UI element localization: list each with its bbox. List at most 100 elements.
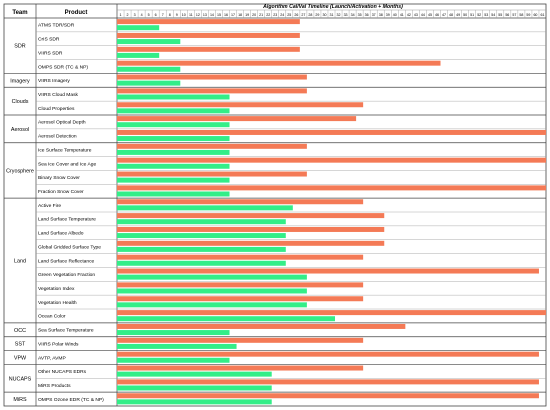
product-label: Land Surface Albedo <box>38 231 84 237</box>
bar-green <box>117 233 286 239</box>
bar-green <box>117 385 272 391</box>
x-tick-label: 11 <box>189 13 193 17</box>
product-label: VIIRS SDR <box>38 50 63 56</box>
x-tick-label: 39 <box>386 13 390 17</box>
product-label: Sea Surface Temperature <box>38 328 94 334</box>
x-tick-label: 17 <box>231 13 235 17</box>
product-label: Ocean Color <box>38 314 66 320</box>
bar-orange <box>117 32 300 38</box>
x-tick-label: 59 <box>526 13 530 17</box>
team-label: Aerosol <box>11 127 29 133</box>
x-tick-label: 8 <box>169 13 171 17</box>
x-tick-label: 12 <box>196 13 200 17</box>
bar-green <box>117 219 286 225</box>
bar-green <box>117 66 181 72</box>
x-tick-label: 50 <box>463 13 467 17</box>
x-tick-label: 47 <box>442 13 446 17</box>
product-label: Binary Snow Cover <box>38 175 80 181</box>
x-tick-label: 48 <box>449 13 453 17</box>
x-tick-label: 54 <box>491 13 495 17</box>
x-tick-label: 40 <box>393 13 397 17</box>
bar-green <box>117 163 230 169</box>
bar-green <box>117 177 230 183</box>
product-label: Fraction Snow Cover <box>38 189 84 195</box>
x-tick-label: 32 <box>337 13 341 17</box>
team-label: SDR <box>14 44 25 50</box>
bar-orange <box>117 171 307 177</box>
x-tick-label: 23 <box>273 13 277 17</box>
x-tick-label: 46 <box>435 13 439 17</box>
bar-green <box>117 39 181 45</box>
bar-orange <box>117 393 539 399</box>
team-label: NUCAPS <box>9 376 32 382</box>
bar-orange <box>117 240 385 246</box>
x-tick-label: 19 <box>245 13 249 17</box>
bar-orange <box>117 74 307 80</box>
x-tick-label: 13 <box>203 13 207 17</box>
x-tick-label: 60 <box>533 13 537 17</box>
x-tick-label: 57 <box>512 13 516 17</box>
x-tick-label: 6 <box>155 13 157 17</box>
bar-green <box>117 371 272 377</box>
x-tick-label: 28 <box>308 13 312 17</box>
product-label: OMPS SDR (TC & NP) <box>38 64 88 70</box>
x-tick-label: 25 <box>287 13 291 17</box>
product-label: Sea Ice Cover and Ice Age <box>38 161 96 167</box>
bar-layer <box>117 19 546 405</box>
bar-orange <box>117 323 406 329</box>
bar-green <box>117 94 230 100</box>
team-header: Team <box>12 10 27 16</box>
team-label: MiRS <box>13 397 27 403</box>
bar-orange <box>117 310 546 316</box>
bar-green <box>117 149 230 155</box>
bar-green <box>117 246 286 252</box>
x-tick-label: 34 <box>351 13 355 17</box>
bar-green <box>117 288 307 294</box>
x-tick-label: 7 <box>162 13 164 17</box>
bar-green <box>117 80 181 86</box>
x-tick-label: 31 <box>330 13 334 17</box>
bar-green <box>117 399 272 405</box>
product-header: Product <box>65 10 88 16</box>
bar-green <box>117 330 230 336</box>
product-label: Cloud Properties <box>38 106 75 112</box>
bar-orange <box>117 46 300 52</box>
bar-green <box>117 316 336 322</box>
x-tick-label: 45 <box>428 13 432 17</box>
team-label: VPW <box>14 356 27 362</box>
product-label: VIIRS Imagery <box>38 78 70 84</box>
x-tick-label: 21 <box>259 13 263 17</box>
x-tick-label: 1 <box>120 13 122 17</box>
product-label: VIIRS Cloud Mask <box>38 92 79 98</box>
x-tick-label: 14 <box>210 13 214 17</box>
bar-orange <box>117 199 364 205</box>
x-tick-label: 22 <box>266 13 270 17</box>
bar-orange <box>117 129 546 135</box>
bar-orange <box>117 19 300 25</box>
product-label: ATMS TDR/SDR <box>38 23 75 29</box>
chart-title: Algorithm Cal/Val Timeline (Launch/Activ… <box>262 4 403 10</box>
x-tick-label: 18 <box>238 13 242 17</box>
x-tick-label: 43 <box>414 13 418 17</box>
bar-green <box>117 274 307 280</box>
bar-orange <box>117 296 364 302</box>
x-tick-label: 29 <box>315 13 319 17</box>
x-tick-label: 42 <box>407 13 411 17</box>
x-tick-label: 30 <box>322 13 326 17</box>
x-tick-label: 20 <box>252 13 256 17</box>
grid-layer <box>3 3 547 407</box>
product-label: Vegetation Index <box>38 286 75 292</box>
bar-orange <box>117 116 357 122</box>
x-tick-label: 58 <box>519 13 523 17</box>
x-tick-label: 10 <box>182 13 186 17</box>
x-tick-label: 36 <box>365 13 369 17</box>
product-label: Aerosol Detection <box>38 134 77 140</box>
text-layer: Team Product Algorithm Cal/Val Timeline … <box>6 4 544 403</box>
product-label: Ice Surface Temperature <box>38 147 92 153</box>
bar-orange <box>117 226 385 232</box>
x-tick-label: 3 <box>134 13 136 17</box>
x-tick-label: 49 <box>456 13 460 17</box>
x-tick-label: 38 <box>379 13 383 17</box>
bar-orange <box>117 102 364 108</box>
x-tick-label: 41 <box>400 13 404 17</box>
